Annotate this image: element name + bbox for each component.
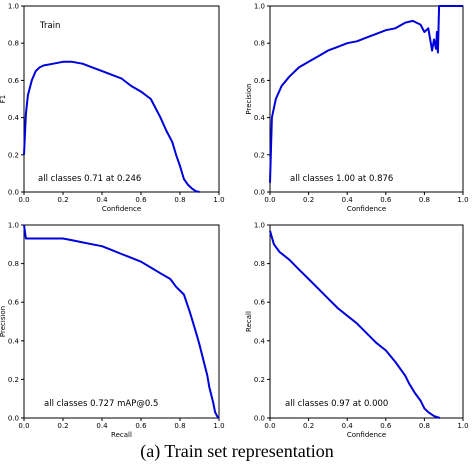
y-tick-label: 0.8 xyxy=(254,40,265,48)
x-tick-label: 0.8 xyxy=(419,196,430,204)
x-tick-label: 0.0 xyxy=(18,422,29,430)
annotation-label: all classes 0.97 at 0.000 xyxy=(285,399,388,409)
x-tick-label: 1.0 xyxy=(213,422,224,430)
x-tick-label: 0.0 xyxy=(264,422,275,430)
x-tick-label: 0.4 xyxy=(96,196,108,204)
y-tick-label: 1.0 xyxy=(8,3,19,11)
x-tick-label: 0.2 xyxy=(57,422,68,430)
y-tick-label: 0.2 xyxy=(8,151,19,159)
x-axis-label: Confidence xyxy=(347,205,386,213)
chart-panel-2: 0.0 0.2 0.4 0.6 0.8 1.0 0.0 0.2 0.4 0.6 0.8 1.0 Conf… xyxy=(245,3,469,214)
series-line-1 xyxy=(23,60,200,193)
series-line-1 xyxy=(23,224,220,419)
x-tick-label: 0.2 xyxy=(303,422,314,430)
y-tick-label: 0.0 xyxy=(254,415,265,423)
y-tick-label: 1.0 xyxy=(254,3,265,11)
y-tick-label: 0.0 xyxy=(254,189,265,197)
x-tick-label: 1.0 xyxy=(213,196,224,204)
y-tick-label: 0.4 xyxy=(254,337,266,345)
y-tick-label: 0.6 xyxy=(254,299,266,307)
y-tick-label: 0.2 xyxy=(8,376,19,384)
x-tick-label: 0.0 xyxy=(264,196,275,204)
y-tick-label: 0.6 xyxy=(8,77,20,85)
y-tick-label: 0.4 xyxy=(254,114,266,122)
plot-frame xyxy=(269,224,464,419)
y-axis-label: Precision xyxy=(245,83,253,114)
x-tick-label: 0.4 xyxy=(342,422,354,430)
y-axis-label: Precision xyxy=(0,306,7,337)
y-tick-label: 0.2 xyxy=(254,376,265,384)
y-tick-label: 0.4 xyxy=(8,114,20,122)
chart-panel-4: 0.0 0.2 0.4 0.6 0.8 1.0 0.0 0.2 0.4 0.6 0.8 1.0 Conf… xyxy=(245,222,469,440)
annotation-label: all classes 0.727 mAP@0.5 xyxy=(44,399,158,409)
y-tick-label: 0.4 xyxy=(8,337,20,345)
x-axis-label: Recall xyxy=(111,431,132,439)
plot-frame xyxy=(269,5,464,193)
y-tick-label: 0.2 xyxy=(254,151,265,159)
annotation-label: all classes 0.71 at 0.246 xyxy=(38,174,141,184)
y-axis-label: F1 xyxy=(0,95,7,103)
chart-panel-3: 0.0 0.2 0.4 0.6 0.8 1.0 0.0 0.2 0.4 0.6 0.8 1.0 Reca… xyxy=(0,222,225,440)
y-tick-label: 0.8 xyxy=(8,260,19,268)
plot-frame xyxy=(23,224,220,419)
x-tick-label: 0.0 xyxy=(18,196,29,204)
chart-panel-1: 0.0 0.2 0.4 0.6 0.8 1.0 0.0 0.2 0.4 0.6 0.8 1.0 Conf… xyxy=(0,3,225,214)
x-tick-label: 0.4 xyxy=(96,422,108,430)
x-tick-label: 0.8 xyxy=(419,422,430,430)
y-tick-label: 0.8 xyxy=(254,260,265,268)
x-tick-label: 0.4 xyxy=(342,196,354,204)
y-tick-label: 0.0 xyxy=(8,415,19,423)
y-tick-label: 1.0 xyxy=(8,222,19,230)
plot-frame xyxy=(23,5,220,193)
x-tick-label: 1.0 xyxy=(457,196,468,204)
x-tick-label: 0.6 xyxy=(135,422,147,430)
y-tick-label: 1.0 xyxy=(254,222,265,230)
annotation-label: all classes 1.00 at 0.876 xyxy=(290,174,393,184)
series-line-1 xyxy=(269,230,441,419)
x-tick-label: 0.8 xyxy=(174,196,185,204)
x-tick-label: 0.8 xyxy=(174,422,185,430)
figure: 0.0 0.2 0.4 0.6 0.8 1.0 0.0 0.2 0.4 0.6 0.8 1.0 Conf… xyxy=(0,3,469,440)
x-tick-label: 0.6 xyxy=(380,422,392,430)
x-tick-label: 0.6 xyxy=(135,196,147,204)
x-axis-label: Confidence xyxy=(102,205,141,213)
y-tick-label: 0.0 xyxy=(8,189,19,197)
y-tick-label: 0.8 xyxy=(8,40,19,48)
y-tick-label: 0.6 xyxy=(8,299,20,307)
figure-caption: (a) Train set representation xyxy=(140,441,334,461)
x-tick-label: 0.2 xyxy=(57,196,68,204)
x-tick-label: 0.2 xyxy=(303,196,314,204)
y-tick-label: 0.6 xyxy=(254,77,266,85)
series-line-1 xyxy=(269,5,463,183)
x-tick-label: 1.0 xyxy=(457,422,468,430)
legend-label: Train xyxy=(39,21,60,31)
y-axis-label: Recall xyxy=(245,311,253,332)
x-tick-label: 0.6 xyxy=(380,196,392,204)
x-axis-label: Confidence xyxy=(347,431,386,439)
